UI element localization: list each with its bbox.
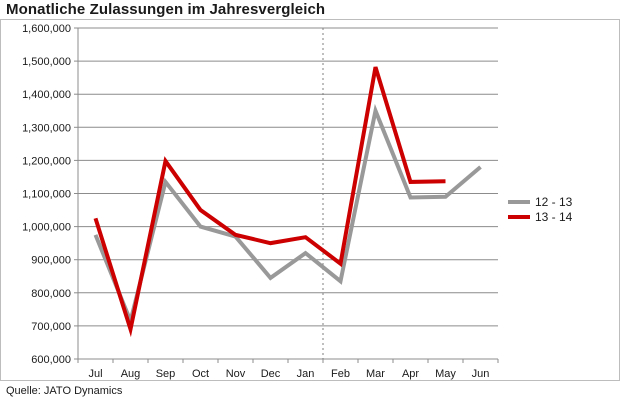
chart-title: Monatliche Zulassungen im Jahresvergleic…	[6, 1, 326, 18]
series-line-12-13	[93, 103, 482, 328]
x-tick-label: Aug	[121, 368, 141, 380]
legend-label: 13 - 14	[535, 210, 573, 224]
y-tick-label: 1,500,000	[22, 56, 71, 68]
y-tick-label: 1,400,000	[22, 89, 71, 101]
y-tick-label: 1,600,000	[22, 23, 71, 35]
x-tick-label: Dec	[261, 368, 281, 380]
y-tick-label: 1,200,000	[22, 155, 71, 167]
y-tick-label: 900,000	[31, 255, 71, 267]
y-tick-label: 1,300,000	[22, 122, 71, 134]
y-tick-label: 700,000	[31, 321, 71, 333]
source-note: Quelle: JATO Dynamics	[6, 385, 123, 397]
x-tick-label: Apr	[402, 368, 419, 380]
legend-label: 12 - 13	[535, 195, 573, 209]
y-tick-label: 1,000,000	[22, 222, 71, 234]
x-tick-label: Sep	[156, 368, 176, 380]
y-tick-label: 600,000	[31, 354, 71, 366]
series-line-13-14	[93, 66, 446, 338]
x-tick-label: Jun	[472, 368, 490, 380]
x-tick-label: May	[435, 368, 456, 380]
y-tick-label: 800,000	[31, 288, 71, 300]
x-tick-label: Mar	[366, 368, 385, 380]
x-tick-label: Nov	[226, 368, 246, 380]
x-tick-label: Oct	[192, 368, 209, 380]
x-tick-label: Feb	[331, 368, 350, 380]
y-tick-label: 1,100,000	[22, 189, 71, 201]
x-tick-label: Jan	[297, 368, 315, 380]
x-tick-label: Jul	[88, 368, 102, 380]
